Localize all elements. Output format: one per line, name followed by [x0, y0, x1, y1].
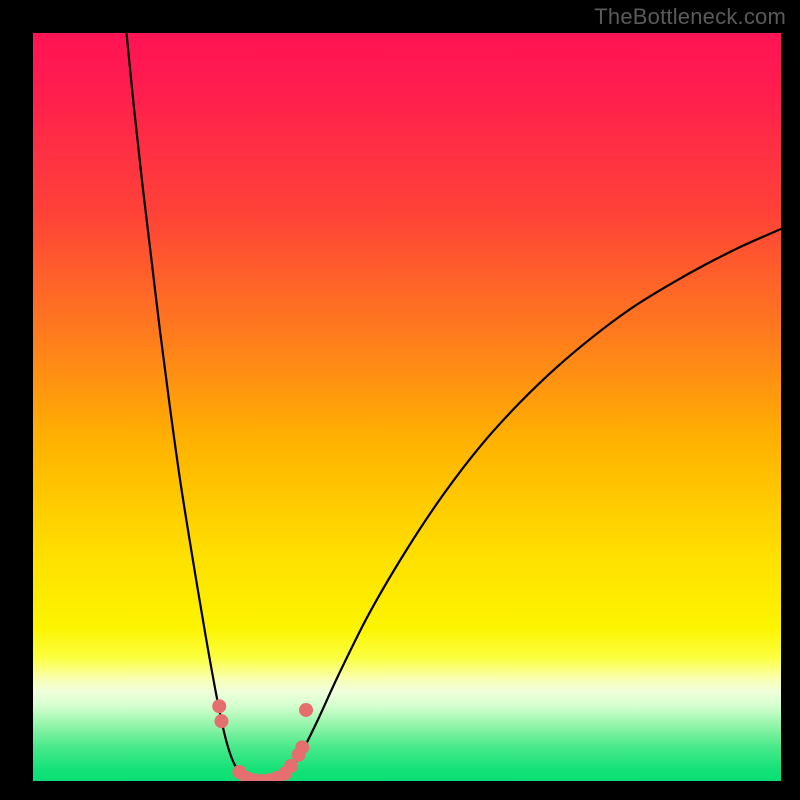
marker-dot: [212, 699, 226, 713]
plot-area: [33, 33, 781, 781]
marker-dot: [214, 714, 228, 728]
markers-group: [212, 699, 313, 781]
chart-svg: [33, 33, 781, 781]
curve-left: [127, 33, 256, 781]
curve-right: [261, 229, 781, 781]
marker-dot: [295, 740, 309, 754]
watermark-text: TheBottleneck.com: [594, 4, 786, 30]
marker-dot: [299, 703, 313, 717]
